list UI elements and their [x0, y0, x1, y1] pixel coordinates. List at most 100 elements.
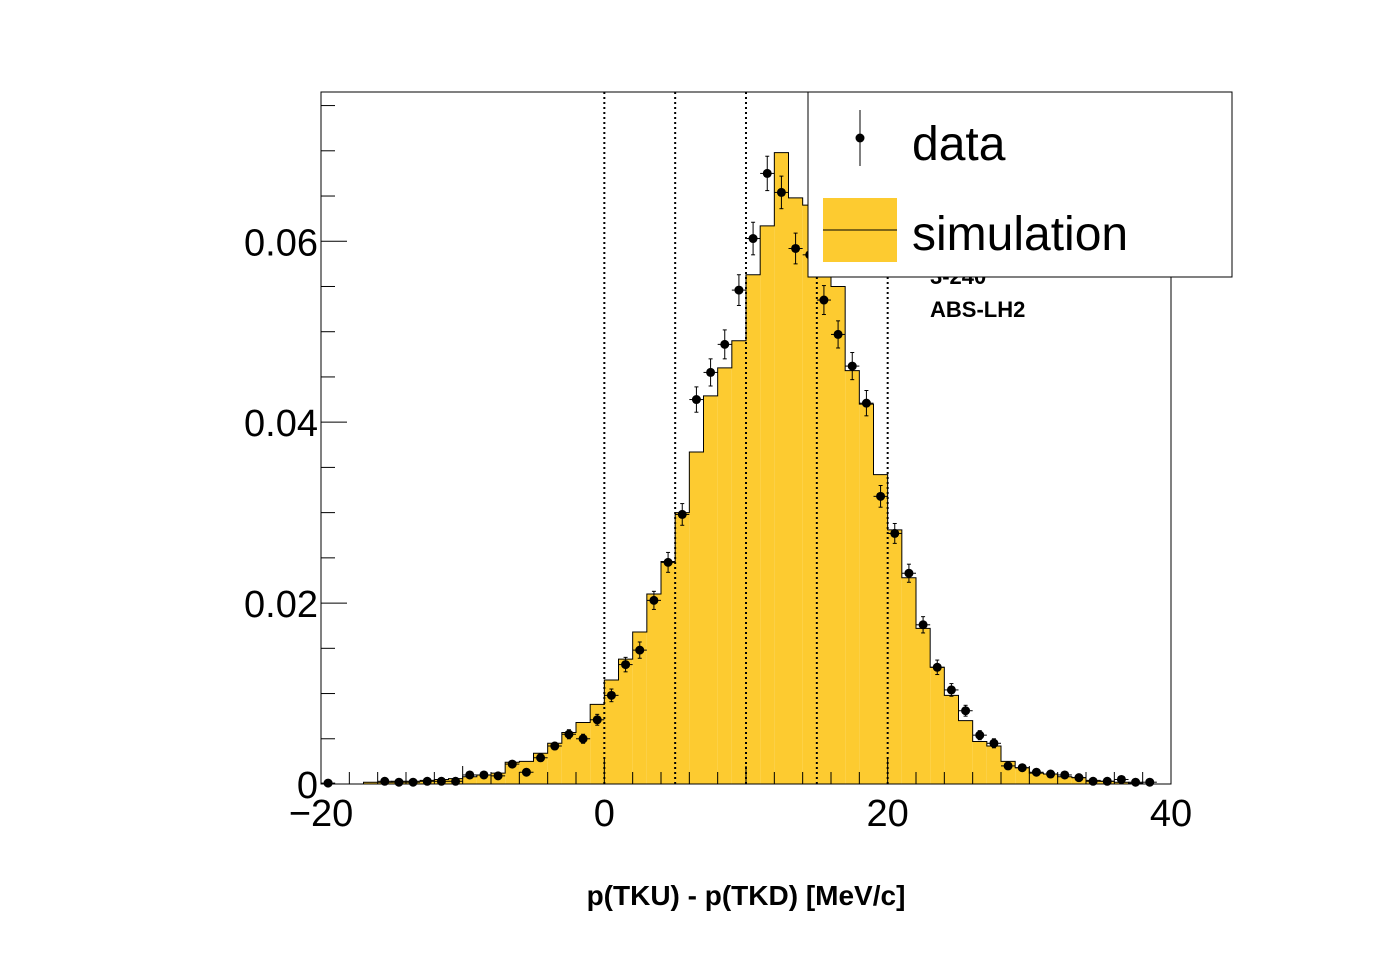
simulation-bin [859, 404, 874, 784]
simulation-outline [363, 152, 1144, 784]
data-point [918, 620, 928, 630]
data-point [791, 243, 801, 253]
y-tick-label: 0 [297, 765, 318, 807]
simulation-bin [618, 659, 633, 784]
data-point [1046, 769, 1056, 779]
simulation-bin [746, 274, 761, 784]
simulation-bin [731, 340, 746, 784]
simulation-bin [462, 776, 477, 784]
data-point [465, 770, 475, 780]
data-point [408, 777, 418, 787]
simulation-bin [1057, 776, 1072, 784]
data-point [564, 729, 574, 739]
data-point [507, 759, 517, 769]
vertical-reference-lines [603, 92, 889, 784]
data-point [621, 660, 631, 670]
simulation-bin [505, 762, 520, 784]
data-point [677, 509, 687, 519]
simulation-bin [831, 286, 846, 784]
data-point [861, 398, 871, 408]
simulation-bin [930, 667, 945, 784]
data-point [635, 645, 645, 655]
data-point [550, 741, 560, 751]
simulation-bin [774, 152, 789, 784]
simulation-bin [703, 395, 718, 784]
simulation-bin [604, 679, 619, 784]
simulation-bin [533, 753, 548, 784]
simulation-bin [675, 512, 690, 784]
data-point [536, 753, 546, 763]
simulation-bin [561, 732, 576, 784]
data-point [975, 730, 985, 740]
simulation-bin [632, 632, 647, 784]
simulation-bin [816, 268, 831, 784]
simulation-bin [1029, 773, 1044, 784]
data-point [1017, 763, 1027, 773]
data-point [819, 295, 829, 305]
simulation-bin [717, 367, 732, 784]
simulation-bin [958, 720, 973, 784]
simulation-bin [986, 746, 1001, 784]
simulation-bin [476, 774, 491, 784]
simulation-bin [972, 741, 987, 784]
data-point [748, 234, 758, 244]
data-point [890, 528, 900, 538]
data-point [606, 690, 616, 700]
data-point [493, 771, 503, 781]
data-point [649, 595, 659, 605]
data-point [776, 187, 786, 197]
x-tick-label: 40 [1150, 793, 1192, 835]
annotation-absorber-label: ABS-LH2 [930, 297, 1025, 322]
data-point [1116, 774, 1126, 784]
y-tick-label: 0.04 [244, 403, 318, 445]
data-point [961, 706, 971, 716]
x-axis-title: p(TKU) - p(TKD) [MeV/c] [587, 880, 906, 911]
x-tick-label: −20 [289, 793, 353, 835]
data-point [946, 685, 956, 695]
legend-data-marker [855, 133, 865, 143]
data-point [833, 329, 843, 339]
simulation-bin [363, 782, 378, 784]
legend: data simulation [807, 91, 1233, 278]
data-point [592, 715, 602, 725]
simulation-bin [788, 197, 803, 784]
data-point [847, 361, 857, 371]
simulation-bin [887, 529, 902, 784]
data-point [1003, 761, 1013, 771]
data-point [578, 734, 588, 744]
simulation-bin [916, 628, 931, 784]
simulation-bin [873, 474, 888, 784]
legend-data-label: data [912, 118, 1006, 171]
simulation-bin [576, 722, 591, 784]
data-point [323, 778, 333, 788]
data-point [932, 662, 942, 672]
simulation-bin [760, 225, 775, 784]
data-point [706, 367, 716, 377]
y-tick-label: 0.02 [244, 584, 318, 626]
simulation-bin [661, 561, 676, 784]
data-point [663, 557, 673, 567]
simulation-bin [1015, 767, 1030, 784]
data-point [904, 568, 914, 578]
simulation-bin [646, 594, 661, 784]
x-tick-label: 20 [867, 793, 909, 835]
data-point [762, 168, 772, 178]
data-point [1031, 767, 1041, 777]
data-point [720, 339, 730, 349]
data-point [734, 285, 744, 295]
simulation-bin [547, 743, 562, 784]
data-point [989, 738, 999, 748]
simulation-bin [802, 205, 817, 784]
data-point [1074, 773, 1084, 783]
data-point [1131, 777, 1141, 787]
simulation-bin [901, 577, 916, 784]
simulation-bin [1043, 774, 1058, 784]
data-point [479, 770, 489, 780]
data-point [876, 491, 886, 501]
data-point [394, 777, 404, 787]
y-tick-label: 0.06 [244, 222, 318, 264]
simulation-bin [590, 704, 605, 784]
